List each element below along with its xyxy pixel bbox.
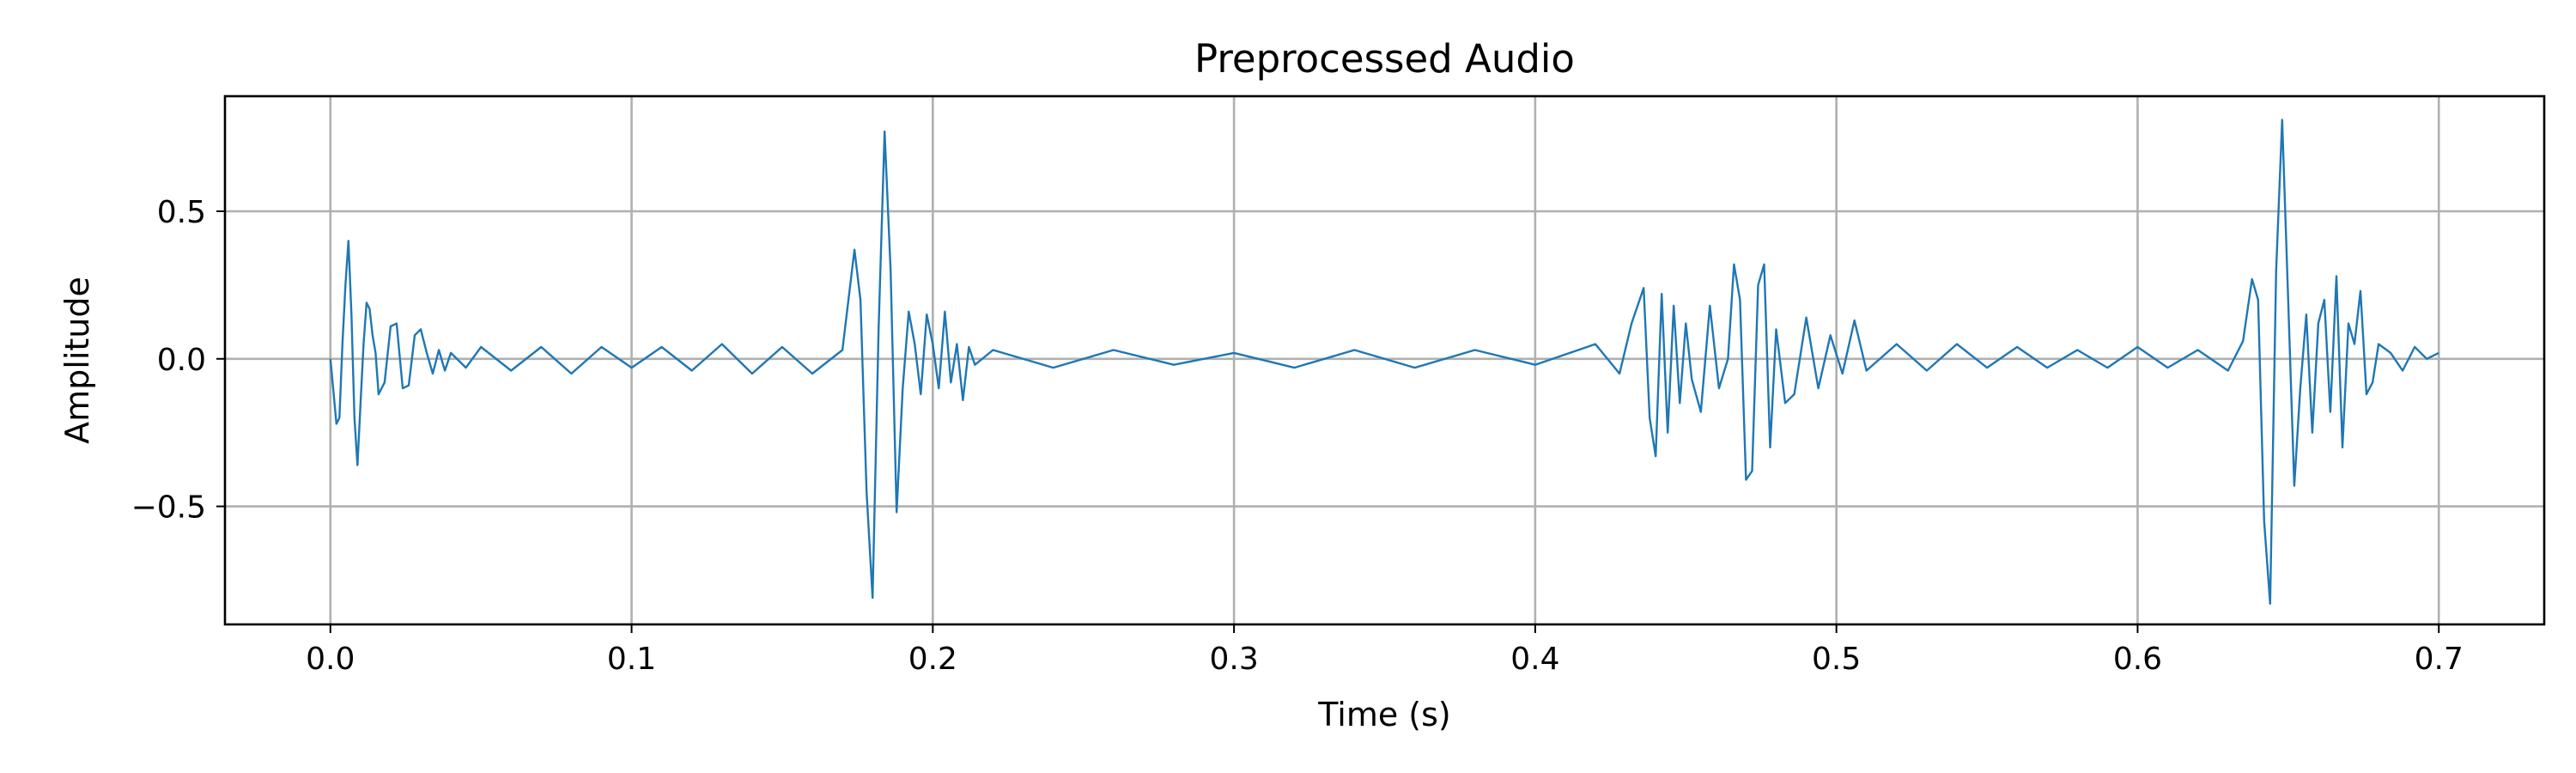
x-tick-label: 0.0 xyxy=(306,642,355,677)
x-axis-label: Time (s) xyxy=(1317,696,1451,733)
gridlines xyxy=(225,96,2544,624)
x-tick-label: 0.5 xyxy=(1812,642,1861,677)
x-tick-label: 0.3 xyxy=(1209,642,1258,677)
x-tick-label: 0.1 xyxy=(607,642,656,677)
x-tick-label: 0.2 xyxy=(908,642,957,677)
y-axis-ticks: −0.5 0.0 0.5 xyxy=(131,195,225,526)
y-axis-label: Amplitude xyxy=(58,277,96,444)
x-tick-label: 0.7 xyxy=(2415,642,2464,677)
y-tick-label: 0.0 xyxy=(157,343,206,378)
x-tick-label: 0.6 xyxy=(2113,642,2162,677)
x-axis-ticks: 0.0 0.1 0.2 0.3 0.4 0.5 0.6 0.7 xyxy=(306,624,2464,677)
chart-title: Preprocessed Audio xyxy=(1194,36,1575,82)
x-tick-label: 0.4 xyxy=(1510,642,1559,677)
y-tick-label: 0.5 xyxy=(157,195,206,230)
plot-frame xyxy=(223,94,2546,626)
waveform-line xyxy=(329,119,2439,606)
y-tick-label: −0.5 xyxy=(131,490,206,526)
series-layer xyxy=(329,119,2439,606)
